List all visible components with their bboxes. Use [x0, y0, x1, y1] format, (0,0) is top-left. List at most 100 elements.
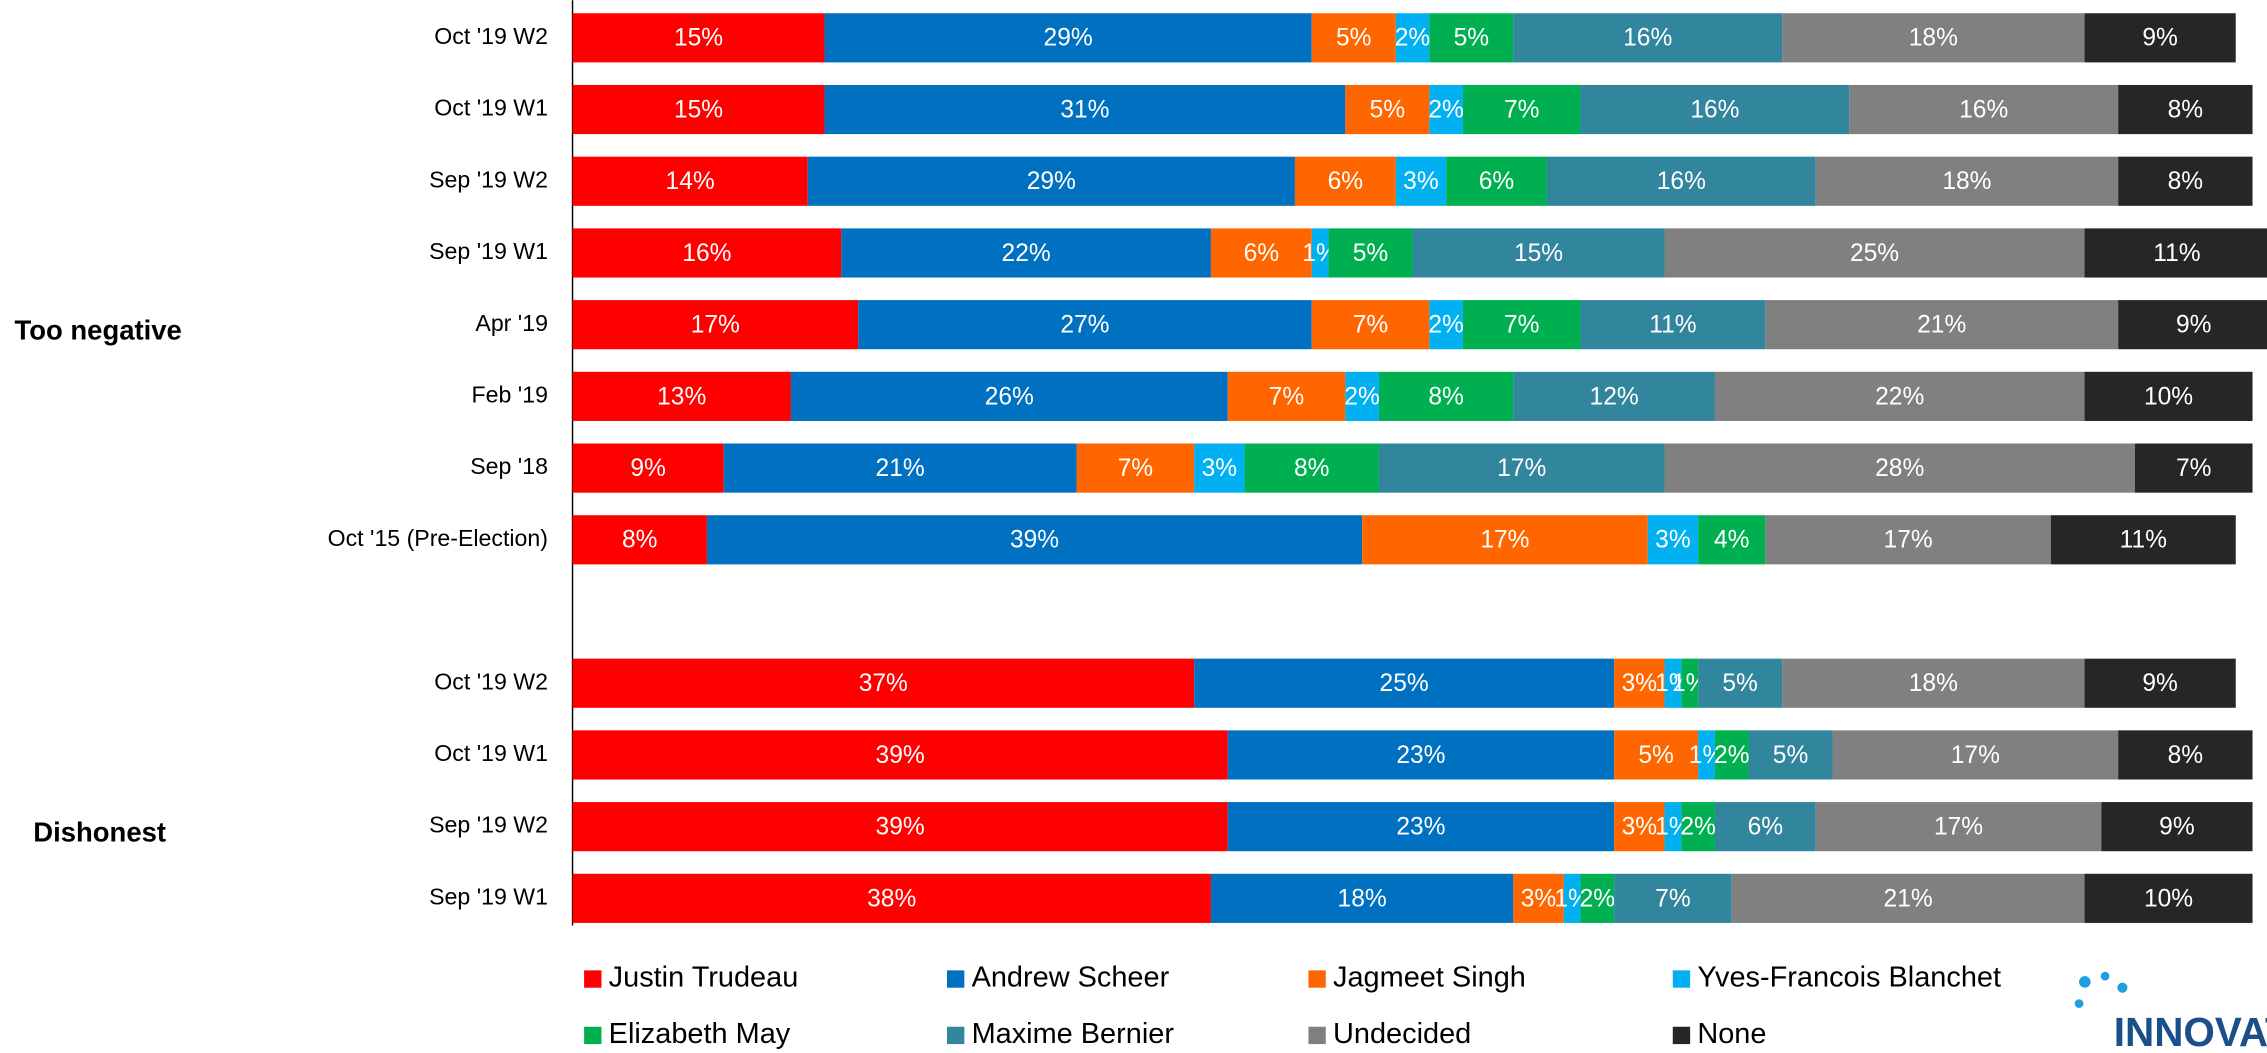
value-label: 2% [1344, 383, 1380, 410]
value-label: 16% [1690, 96, 1739, 123]
bar-segment [1194, 443, 1245, 493]
bar-segment [1782, 13, 2085, 63]
bar-segment [1664, 443, 2135, 493]
legend-swatch [1672, 970, 1691, 988]
value-label: 3% [1655, 527, 1691, 554]
value-label: 9% [2159, 814, 2195, 841]
bar-segment [1664, 228, 2085, 278]
category-label: Oct '19 W1 [434, 95, 548, 121]
value-label: 21% [1884, 885, 1933, 912]
legend-label: Maxime Bernier [972, 1018, 1175, 1050]
bar-segment [807, 156, 1295, 206]
value-label: 23% [1396, 814, 1445, 841]
value-label: 3% [1202, 455, 1238, 482]
value-label: 31% [1060, 96, 1109, 123]
bar-segment [2084, 371, 2253, 421]
bar-segment [1345, 371, 1379, 421]
value-label: 5% [1638, 742, 1674, 769]
group-label: Dishonest [33, 816, 166, 847]
value-label: 5% [1454, 25, 1490, 52]
bar-segment [1765, 515, 2051, 565]
legend-label: Undecided [1333, 1018, 1471, 1050]
group-label: Too negative [14, 314, 181, 345]
bar-segment [2118, 84, 2253, 135]
value-label: 9% [2142, 670, 2178, 697]
legend-label: None [1697, 1018, 1766, 1050]
bar-segment [572, 443, 724, 493]
bar-segment [572, 658, 1195, 708]
value-label: 10% [2144, 383, 2193, 410]
value-label: 5% [1722, 670, 1758, 697]
value-label: 7% [1504, 96, 1540, 123]
legend-swatch [584, 970, 602, 988]
bar-segment [572, 730, 1228, 780]
bar-segment [790, 371, 1228, 421]
value-label: 11% [2120, 527, 2167, 554]
value-label: 8% [2168, 742, 2204, 769]
category-label: Sep '19 W2 [429, 166, 548, 192]
value-label: 8% [2168, 168, 2204, 195]
value-label: 7% [1504, 312, 1540, 339]
value-label: 17% [1497, 455, 1546, 482]
bar-segment [1563, 873, 1581, 923]
value-label: 9% [2176, 312, 2212, 339]
bar-segment [572, 802, 1228, 852]
bar-segment [1714, 802, 1816, 852]
value-label: 5% [1353, 240, 1389, 267]
bar-segment [1849, 84, 2119, 135]
bar-segment [2118, 730, 2253, 780]
bar-segment [1227, 802, 1615, 852]
value-label: 12% [1590, 383, 1639, 410]
bar-segment [1546, 156, 1816, 206]
category-label: Feb '19 [472, 381, 548, 407]
bar-segment [858, 300, 1312, 350]
value-label: 5% [1336, 25, 1372, 52]
bar-segment [706, 515, 1363, 565]
value-label: 11% [2153, 240, 2200, 267]
bar-segment [1698, 730, 1715, 780]
bar-segment [1513, 371, 1715, 421]
bar-segment [572, 156, 808, 206]
value-label: 29% [1044, 25, 1093, 52]
value-label: 17% [1934, 814, 1983, 841]
value-label: 39% [876, 742, 925, 769]
value-label: 15% [674, 96, 723, 123]
value-label: 17% [1480, 527, 1529, 554]
value-label: 28% [1875, 455, 1924, 482]
bar-segment [1462, 300, 1581, 350]
value-label: 15% [674, 25, 723, 52]
value-label: 6% [1479, 168, 1515, 195]
bar-segment [1614, 873, 1732, 923]
value-label: 15% [1514, 240, 1563, 267]
bar-segment [1664, 802, 1682, 852]
bar-segment [1378, 371, 1514, 421]
bar-segment [572, 873, 1211, 923]
bar-segment [1294, 156, 1396, 206]
value-label: 39% [1010, 527, 1059, 554]
value-label: 5% [1370, 96, 1406, 123]
bar-segment [2084, 658, 2236, 708]
value-label: 9% [630, 455, 666, 482]
bar-segment [1429, 13, 1514, 63]
value-label: 6% [1244, 240, 1280, 267]
legend-label: Justin Trudeau [609, 962, 799, 994]
bar-segment [1614, 730, 1699, 780]
bar-segment [1832, 730, 2119, 780]
logo-dot [2079, 976, 2091, 988]
bar-segment [1210, 873, 1514, 923]
value-label: 21% [1917, 312, 1966, 339]
bar-segment [1328, 228, 1413, 278]
value-label: 18% [1909, 670, 1958, 697]
bar-segment [2118, 156, 2253, 206]
bar-segment [1647, 515, 1699, 565]
category-label: Sep '18 [470, 453, 548, 479]
bar-segment [1311, 300, 1430, 350]
value-label: 3% [1622, 814, 1658, 841]
value-label: 18% [1909, 25, 1958, 52]
bar-segment [1782, 658, 2085, 708]
bar-segment [1765, 300, 2119, 350]
bar-segment [1731, 873, 2085, 923]
value-label: 13% [657, 383, 706, 410]
legend-swatch [1672, 1026, 1691, 1045]
value-label: 2% [1395, 25, 1431, 52]
